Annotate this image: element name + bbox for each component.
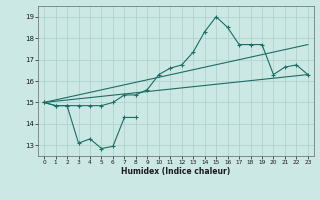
X-axis label: Humidex (Indice chaleur): Humidex (Indice chaleur): [121, 167, 231, 176]
